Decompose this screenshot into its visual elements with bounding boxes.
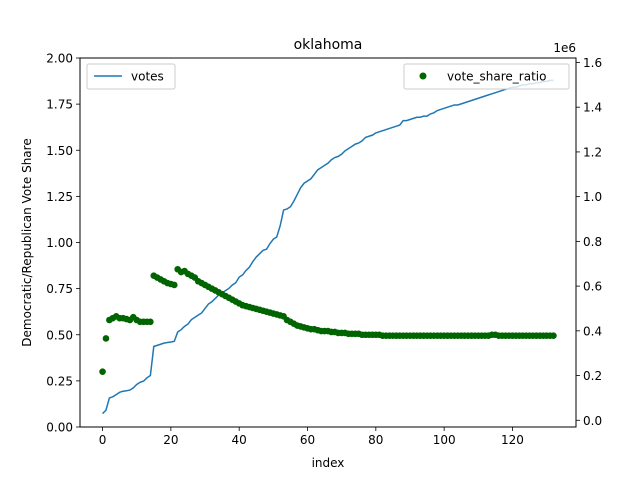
y-left-tick-label: 1.00 <box>46 236 73 250</box>
legend-vote-share-ratio-swatch <box>419 72 427 80</box>
x-tick-label: 40 <box>232 433 247 447</box>
y-axis-right: 0.0 0.2 0.4 0.6 0.8 1.0 1.2 1.4 1.6 <box>576 56 602 428</box>
x-tick-label: 0 <box>99 433 107 447</box>
y-right-tick-label: 0.6 <box>583 280 602 294</box>
y-left-tick-label: 0.75 <box>46 282 73 296</box>
x-tick-label: 60 <box>300 433 315 447</box>
legend-votes-frame <box>86 63 176 90</box>
x-tick-label: 100 <box>433 433 456 447</box>
x-tick-label: 120 <box>501 433 524 447</box>
series-vote_share_ratio-point <box>550 332 557 339</box>
y-right-tick-label: 0.4 <box>583 324 602 338</box>
y-axis-right-offset-label: 1e6 <box>553 41 576 55</box>
y-left-tick-label: 1.25 <box>46 190 73 204</box>
x-tick-label: 20 <box>163 433 178 447</box>
y-right-tick-label: 1.4 <box>583 101 602 115</box>
y-right-tick-label: 0.8 <box>583 235 602 249</box>
y-right-tick-label: 0.0 <box>583 414 602 428</box>
y-right-tick-label: 1.0 <box>583 190 602 204</box>
y-left-tick-label: 0.25 <box>46 374 73 388</box>
y-right-tick-label: 1.2 <box>583 145 602 159</box>
series-vote_share_ratio-point <box>170 281 178 289</box>
legend-vote-share-ratio: vote_share_ratio <box>403 63 570 90</box>
legend-vote-share-ratio-frame <box>403 63 570 90</box>
x-tick-label: 80 <box>368 433 383 447</box>
y-right-tick-label: 1.6 <box>583 56 602 70</box>
x-axis: 0 20 40 60 80 100 120 <box>99 427 524 447</box>
legend-votes: votes <box>86 63 176 90</box>
y-axis-left-label: Democratic/Republican Vote Share <box>20 138 34 346</box>
series-votes-line <box>102 79 554 415</box>
legend-vote-share-ratio-label: vote_share_ratio <box>447 70 546 84</box>
legend-votes-label: votes <box>131 70 164 84</box>
y-axis-left: 0.00 0.25 0.50 0.75 1.00 1.25 1.50 1.75 2.00 <box>46 52 80 435</box>
chart-title: oklahoma <box>294 37 363 53</box>
y-left-tick-label: 1.75 <box>46 98 73 112</box>
y-left-tick-label: 0.00 <box>46 421 73 435</box>
x-axis-label: index <box>312 456 345 470</box>
y-right-tick-label: 0.2 <box>583 369 602 383</box>
series-layer <box>99 79 557 415</box>
y-left-tick-label: 2.00 <box>46 52 73 66</box>
series-vote_share_ratio-point <box>102 335 110 342</box>
series-vote_share_ratio-point <box>147 318 154 326</box>
y-left-tick-label: 1.50 <box>46 144 73 158</box>
y-left-tick-label: 0.50 <box>46 328 73 342</box>
series-vote_share_ratio-point <box>99 368 106 375</box>
